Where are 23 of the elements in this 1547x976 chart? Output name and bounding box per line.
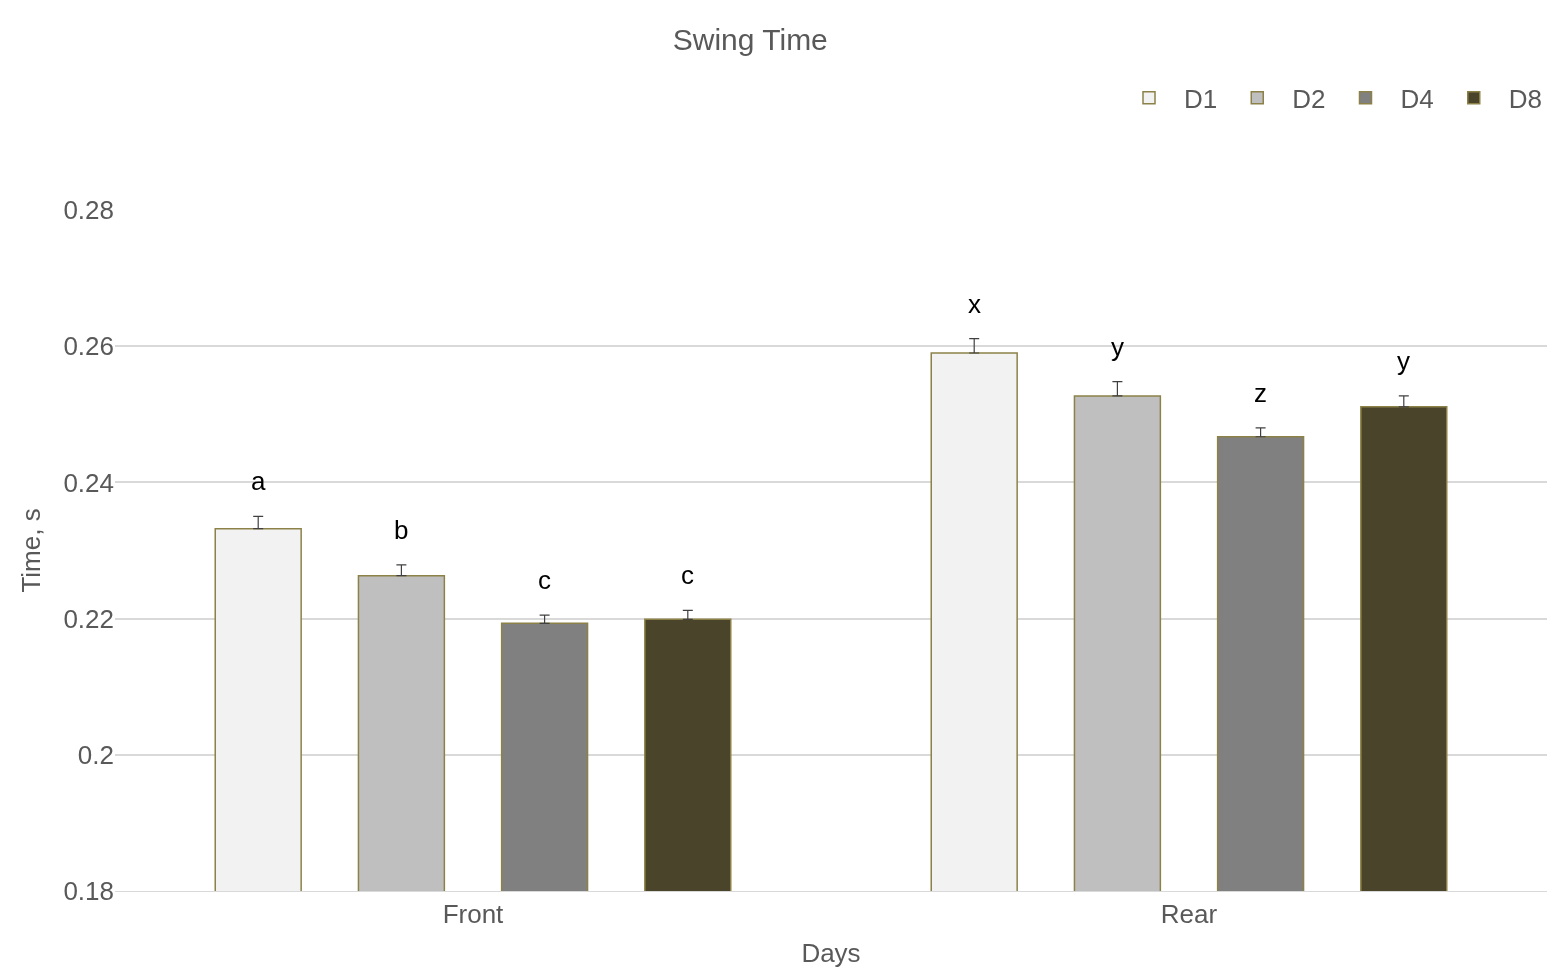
data-label: c	[538, 565, 551, 595]
chart-title: Swing Time	[672, 23, 828, 57]
data-label: c	[681, 560, 694, 590]
data-label: b	[394, 515, 409, 545]
legend-label: D4	[1400, 84, 1434, 115]
data-label: z	[1254, 378, 1267, 408]
x-tick-label: Rear	[1160, 899, 1218, 930]
data-label: x	[968, 289, 981, 319]
y-axis-title: Time, s	[15, 508, 46, 593]
x-axis-title: Days	[801, 937, 861, 968]
y-tick-label: 0.22	[63, 603, 114, 634]
data-label: y	[1397, 346, 1410, 376]
y-tick-label: 0.28	[63, 195, 114, 226]
y-tick-label: 0.24	[63, 467, 114, 498]
y-tick-label: 0.2	[77, 739, 114, 770]
y-tick-label: 0.18	[63, 876, 114, 907]
legend-label: D8	[1508, 84, 1542, 115]
legend-label: D1	[1184, 84, 1218, 115]
y-tick-label: 0.26	[63, 331, 114, 362]
data-label: a	[251, 466, 266, 496]
x-tick-label: Front	[442, 899, 505, 930]
data-label: y	[1111, 332, 1124, 362]
legend-label: D2	[1292, 84, 1326, 115]
